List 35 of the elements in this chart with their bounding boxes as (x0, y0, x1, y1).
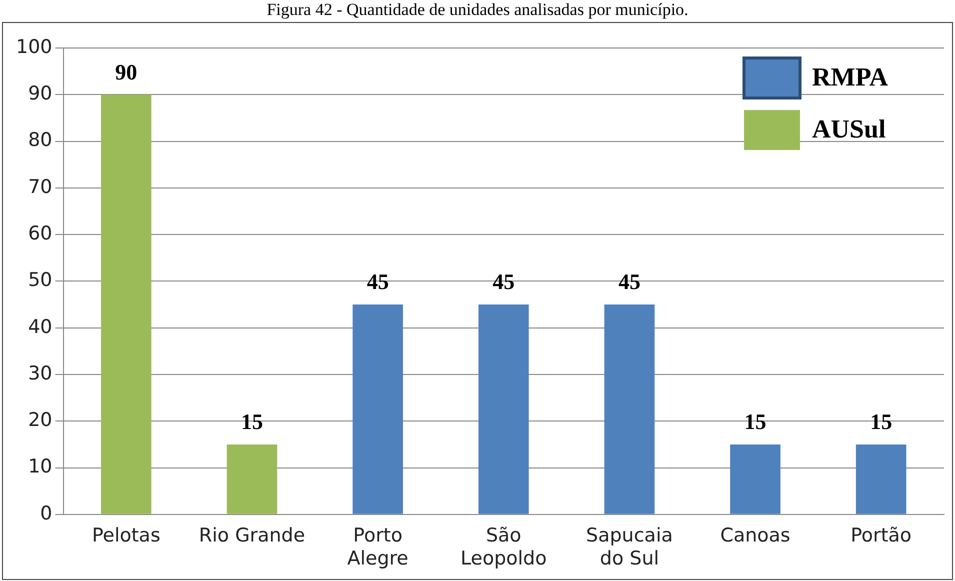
y-tick-label: 80 (28, 129, 52, 152)
y-tick-label: 70 (28, 176, 52, 198)
bar (226, 444, 278, 514)
x-tick-label: Portão (850, 524, 912, 547)
y-tick-label: 0 (40, 502, 52, 524)
x-tick-label: Pelotas (92, 524, 160, 547)
bar (478, 304, 529, 514)
bar (352, 304, 403, 514)
data-label: 45 (366, 269, 389, 294)
x-tick-label: Rio Grande (198, 524, 306, 547)
bar (730, 444, 780, 514)
chart-title: Figura 42 - Quantidade de unidades analisadas por município. (266, 0, 690, 20)
data-label: 15 (744, 409, 766, 434)
y-tick-label: 20 (28, 409, 52, 432)
data-label: 15 (240, 409, 263, 434)
y-tick-label: 100 (16, 36, 52, 58)
y-tick-label: 90 (28, 82, 52, 105)
data-label: 15 (870, 409, 892, 434)
bar (101, 94, 152, 514)
data-label: 90 (115, 59, 138, 84)
x-tick-label: São Leopoldo (460, 524, 547, 570)
bar (604, 304, 655, 514)
y-tick-label: 60 (28, 222, 52, 244)
y-tick-label: 30 (28, 362, 52, 384)
data-label: 45 (618, 269, 640, 294)
x-tick-label: Sapucaia do Sul (586, 524, 673, 570)
x-tick-label: Canoas (720, 524, 790, 547)
legend-label: RMPA (812, 62, 888, 92)
y-tick-label: 50 (28, 269, 52, 292)
data-label: 45 (492, 269, 515, 294)
x-tick-label: Porto Alegre (347, 524, 408, 570)
legend-label: AUSul (812, 114, 886, 144)
y-tick-label: 10 (28, 456, 52, 478)
y-tick-label: 40 (28, 316, 52, 338)
bar (856, 444, 906, 514)
